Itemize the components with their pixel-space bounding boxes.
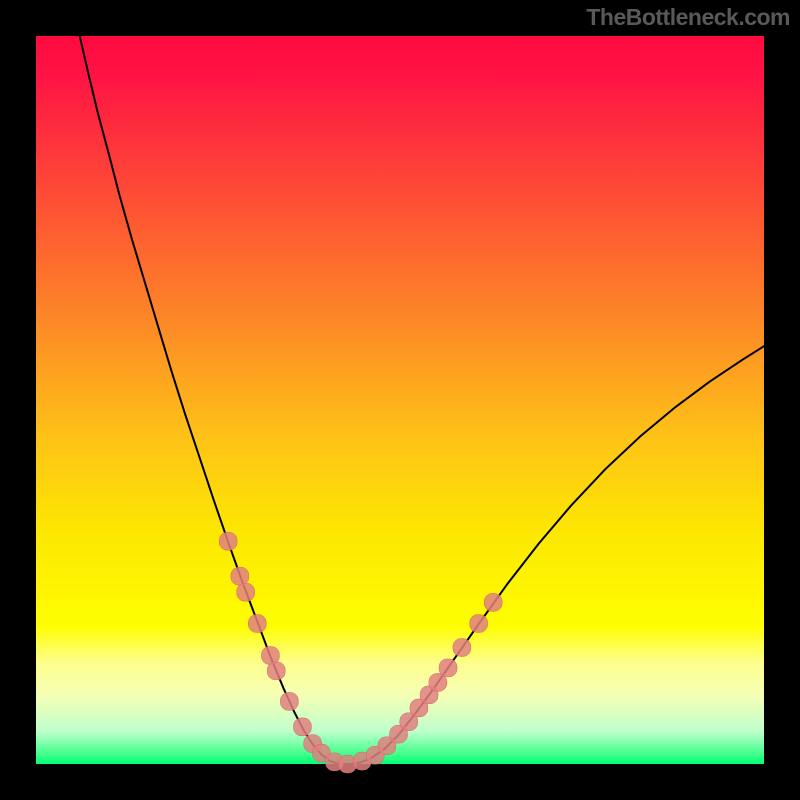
chart-container: TheBottleneck.com [0,0,800,800]
watermark-text: TheBottleneck.com [586,4,790,31]
curve-layer [0,0,800,800]
data-dot [237,583,255,601]
data-dot [231,567,249,585]
curve-path [80,36,339,764]
data-dot [267,662,285,680]
data-dot [219,532,237,550]
data-dot [280,692,298,710]
data-dot [484,593,502,611]
data-dot [439,659,457,677]
data-dot [453,639,471,657]
data-dot [293,718,311,736]
data-dot [470,615,488,633]
data-dot [248,615,266,633]
curve-path [339,346,764,764]
